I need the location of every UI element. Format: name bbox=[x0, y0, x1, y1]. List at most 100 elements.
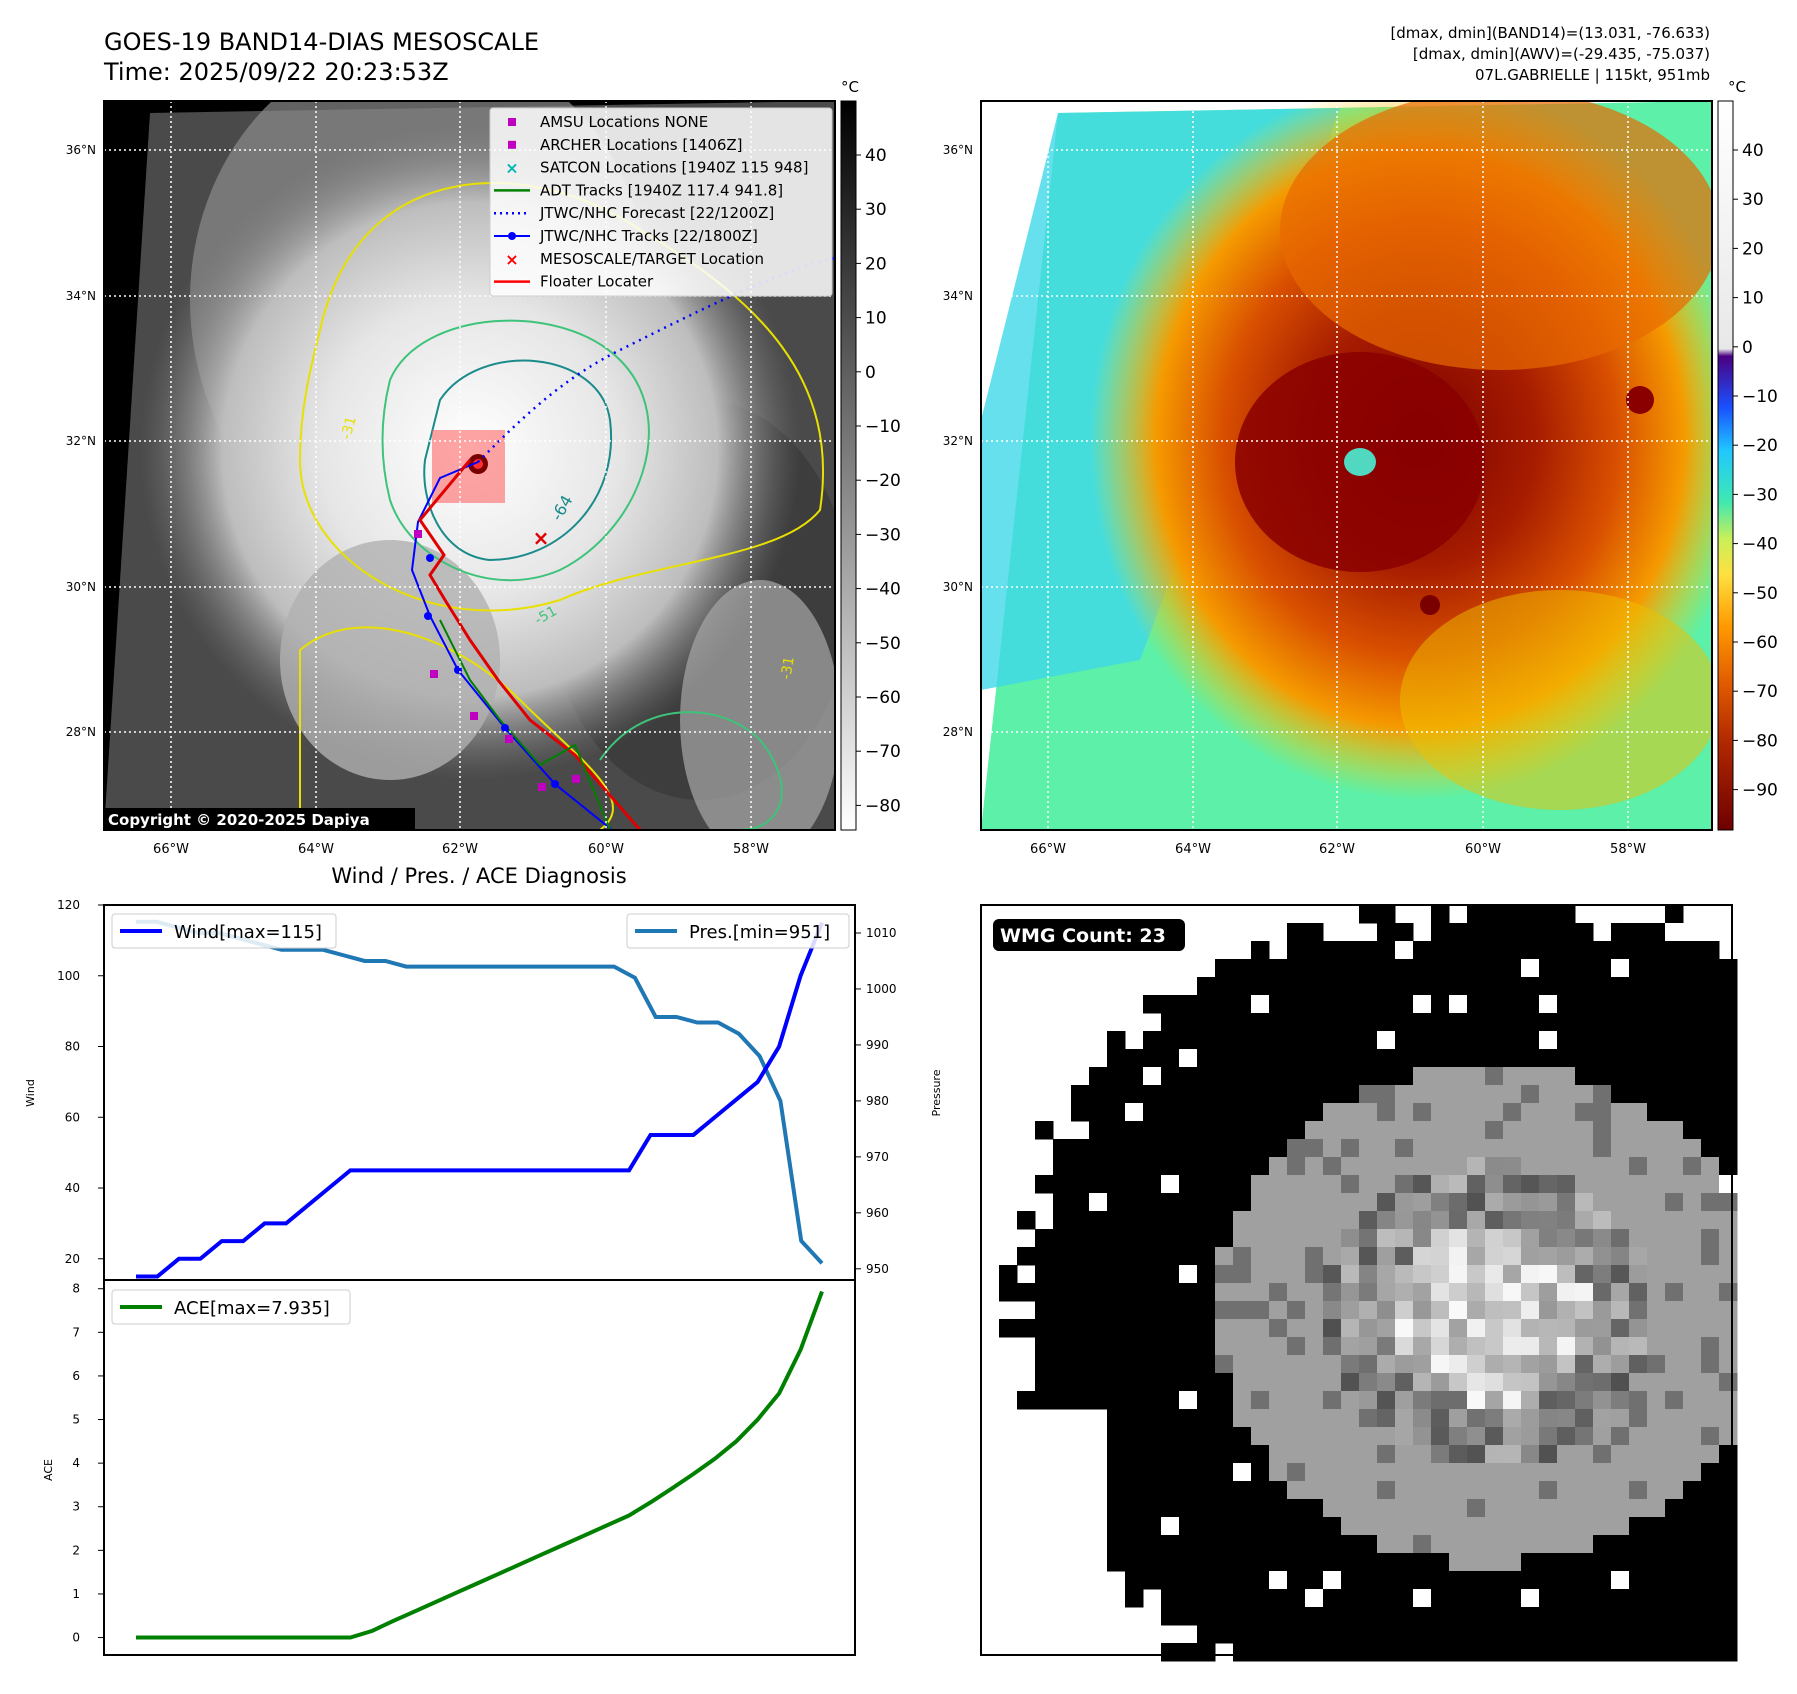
wmg-pixel bbox=[1575, 1319, 1594, 1338]
wmg-pixel bbox=[1269, 959, 1288, 978]
wmg-pixel bbox=[1485, 1157, 1504, 1176]
wmg-pixel bbox=[1413, 1229, 1432, 1248]
wmg-pixel bbox=[1503, 1211, 1522, 1230]
wmg-pixel bbox=[1665, 1283, 1684, 1302]
wmg-pixel bbox=[1125, 1283, 1144, 1302]
wmg-pixel bbox=[1341, 1103, 1360, 1122]
wmg-pixel bbox=[1071, 1301, 1090, 1320]
wmg-pixel bbox=[1665, 959, 1684, 978]
wmg-pixel bbox=[1683, 1067, 1702, 1086]
wmg-pixel bbox=[1251, 1445, 1270, 1464]
wmg-pixel bbox=[1701, 1139, 1720, 1158]
wmg-pixel bbox=[1197, 1499, 1216, 1518]
wmg-pixel bbox=[1485, 1085, 1504, 1104]
wmg-pixel bbox=[1431, 1553, 1450, 1572]
wmg-pixel bbox=[1683, 959, 1702, 978]
wmg-pixel bbox=[1143, 1031, 1162, 1050]
wmg-pixel bbox=[1467, 959, 1486, 978]
wmg-pixel bbox=[1593, 1337, 1612, 1356]
wmg-pixel bbox=[1629, 1301, 1648, 1320]
wmg-pixel bbox=[1593, 1103, 1612, 1122]
wmg-pixel bbox=[1359, 1283, 1378, 1302]
wmg-pixel bbox=[1089, 1085, 1108, 1104]
wmg-pixel bbox=[1485, 1193, 1504, 1212]
wmg-pixel bbox=[1197, 1049, 1216, 1068]
wmg-pixel bbox=[1611, 1427, 1630, 1446]
wmg-pixel bbox=[1359, 1301, 1378, 1320]
wmg-pixel bbox=[1539, 959, 1558, 978]
wmg-pixel bbox=[1665, 1157, 1684, 1176]
wmg-pixel bbox=[1683, 1193, 1702, 1212]
wmg-pixel bbox=[1611, 1571, 1630, 1590]
pressure-axis-label: Pressure bbox=[930, 1069, 943, 1116]
wmg-pixel bbox=[1521, 1571, 1540, 1590]
wmg-pixel bbox=[1323, 1139, 1342, 1158]
wmg-pixel bbox=[1269, 1067, 1288, 1086]
wmg-pixel bbox=[1449, 941, 1468, 960]
wmg-pixel bbox=[1503, 1355, 1522, 1374]
wmg-pixel bbox=[1377, 1103, 1396, 1122]
wmg-pixel bbox=[1341, 1121, 1360, 1140]
wmg-pixel bbox=[1557, 1301, 1576, 1320]
wmg-pixel bbox=[1719, 1031, 1738, 1050]
wmg-pixel bbox=[1215, 1265, 1234, 1284]
wmg-pixel bbox=[1323, 1625, 1342, 1644]
wmg-pixel bbox=[1665, 1067, 1684, 1086]
wmg-pixel bbox=[1107, 1085, 1126, 1104]
wmg-pixel bbox=[1557, 1211, 1576, 1230]
wmg-pixel bbox=[1467, 1103, 1486, 1122]
wmg-pixel bbox=[1467, 1643, 1486, 1662]
wmg-pixel bbox=[1197, 1319, 1216, 1338]
wmg-pixel bbox=[1701, 977, 1720, 996]
wmg-pixel bbox=[1287, 1535, 1306, 1554]
colorbar-tick-label: −30 bbox=[1742, 485, 1778, 505]
wmg-pixel bbox=[1395, 1463, 1414, 1482]
wmg-pixel bbox=[1305, 941, 1324, 960]
wmg-pixel bbox=[1107, 1373, 1126, 1392]
wmg-pixel bbox=[1413, 1607, 1432, 1626]
wmg-pixel bbox=[1251, 1121, 1270, 1140]
wmg-pixel bbox=[1413, 1211, 1432, 1230]
wmg-pixel bbox=[1107, 1427, 1126, 1446]
wmg-pixel bbox=[1215, 1553, 1234, 1572]
wmg-pixel bbox=[1593, 1139, 1612, 1158]
wmg-pixel bbox=[1503, 1157, 1522, 1176]
colorbar-tick-label: −40 bbox=[865, 580, 901, 600]
wmg-pixel bbox=[1071, 1229, 1090, 1248]
wmg-pixel bbox=[1611, 941, 1630, 960]
wmg-pixel bbox=[1323, 1319, 1342, 1338]
pressure-tick-label: 960 bbox=[866, 1206, 889, 1220]
wmg-pixel bbox=[1233, 1301, 1252, 1320]
wmg-pixel bbox=[1287, 1049, 1306, 1068]
wmg-pixel bbox=[1179, 1535, 1198, 1554]
colorbar-tick-label: 0 bbox=[865, 363, 876, 383]
wmg-pixel bbox=[1683, 1121, 1702, 1140]
wmg-pixel bbox=[1701, 1535, 1720, 1554]
wmg-pixel bbox=[1665, 1211, 1684, 1230]
wmg-pixel bbox=[1539, 1319, 1558, 1338]
wmg-pixel bbox=[1143, 1409, 1162, 1428]
wmg-pixel bbox=[1251, 1337, 1270, 1356]
wmg-pixel bbox=[1485, 995, 1504, 1014]
wmg-pixel bbox=[1269, 1463, 1288, 1482]
wmg-pixel bbox=[1305, 1625, 1324, 1644]
wmg-pixel bbox=[1359, 1067, 1378, 1086]
wmg-pixel bbox=[1701, 1373, 1720, 1392]
wmg-pixel bbox=[1251, 1535, 1270, 1554]
wmg-pixel bbox=[1647, 1121, 1666, 1140]
wmg-pixel bbox=[1143, 1355, 1162, 1374]
wmg-pixel bbox=[1611, 995, 1630, 1014]
wmg-pixel bbox=[1251, 1265, 1270, 1284]
wmg-pixel bbox=[1647, 1337, 1666, 1356]
wmg-pixel bbox=[1629, 1283, 1648, 1302]
wmg-pixel bbox=[1125, 1499, 1144, 1518]
pressure-tick-label: 1000 bbox=[866, 982, 897, 996]
wmg-pixel bbox=[1665, 1319, 1684, 1338]
wmg-pixel bbox=[1179, 1553, 1198, 1572]
wmg-pixel bbox=[1503, 1031, 1522, 1050]
wmg-pixel bbox=[1539, 1085, 1558, 1104]
wmg-pixel bbox=[1611, 1139, 1630, 1158]
wmg-pixel bbox=[1485, 905, 1504, 924]
wmg-pixel bbox=[1125, 1445, 1144, 1464]
